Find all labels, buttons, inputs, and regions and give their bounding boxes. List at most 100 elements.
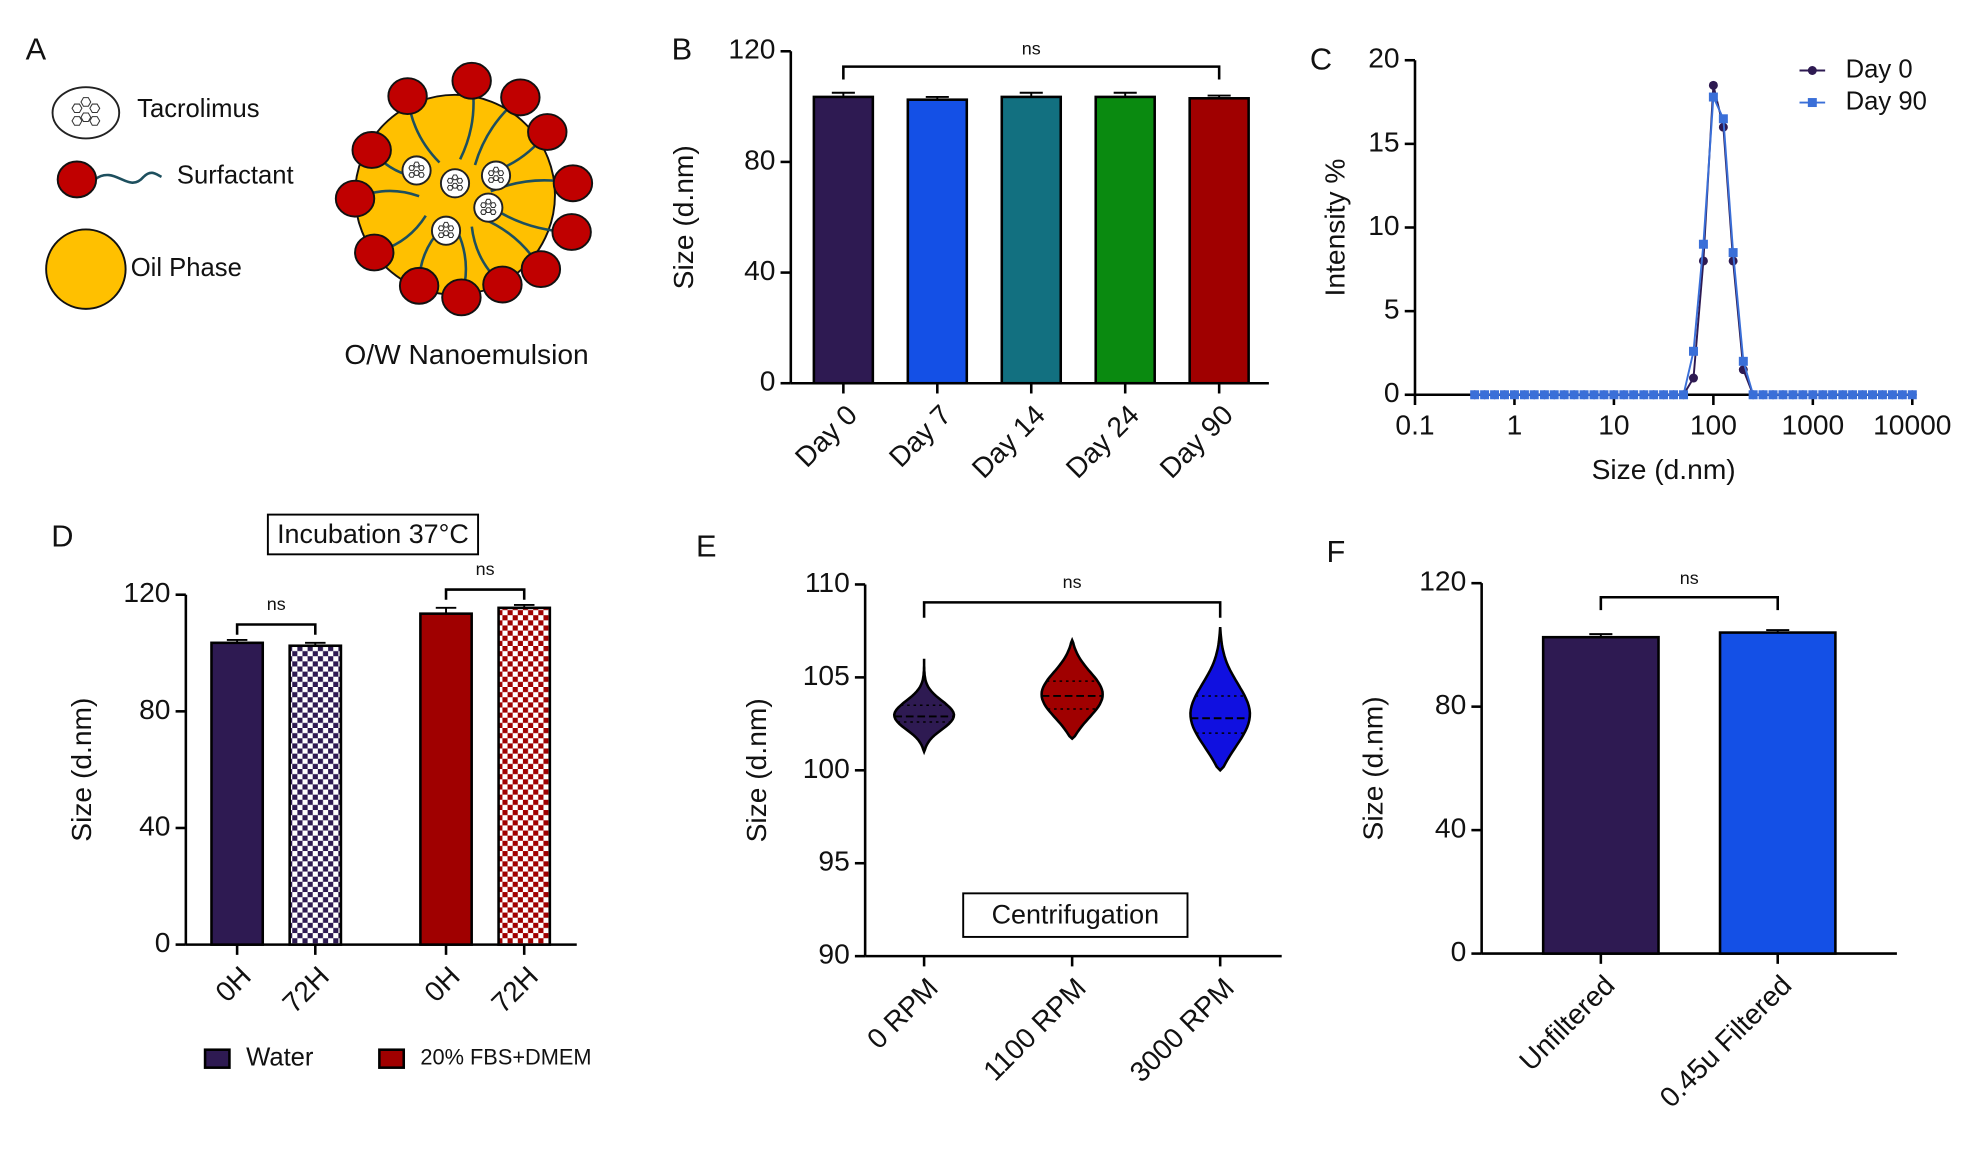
significance-bracket	[922, 601, 1222, 618]
marker	[1549, 390, 1559, 400]
diagram-label: O/W Nanoemulsion	[344, 338, 588, 370]
legend-marker	[1807, 66, 1817, 75]
x-tick-label: Day 24	[1059, 398, 1145, 484]
marker	[1679, 390, 1689, 400]
panel-label: B	[672, 31, 693, 66]
significance-bracket	[235, 623, 317, 635]
hexagon	[447, 232, 455, 239]
violin-body	[1189, 627, 1252, 773]
surfactant-head	[520, 250, 562, 289]
marker	[1659, 390, 1669, 400]
y-axis-label: Size (d.nm)	[740, 698, 772, 842]
hexagon	[418, 172, 425, 178]
hexagon	[492, 166, 500, 173]
x-tick-label: 10	[1598, 408, 1629, 440]
hexagon	[71, 116, 83, 126]
oil-phase	[45, 228, 127, 310]
hexagon	[451, 174, 459, 181]
bar	[419, 612, 473, 946]
legend-swatch	[203, 1048, 231, 1069]
marker	[1748, 390, 1758, 400]
marker	[1599, 390, 1609, 400]
bar	[1094, 95, 1156, 385]
marker	[1698, 239, 1708, 249]
marker	[1718, 114, 1728, 124]
marker	[1609, 390, 1619, 400]
marker	[1828, 390, 1838, 400]
y-tick-label: 20	[1368, 42, 1399, 74]
significance-label: ns	[1063, 572, 1082, 592]
bar	[1718, 631, 1837, 955]
hexagon	[456, 184, 464, 191]
surfactant-head	[354, 233, 395, 272]
surfactant-head	[527, 113, 568, 151]
hexagon	[413, 161, 420, 168]
marker	[1798, 390, 1808, 400]
marker	[1519, 390, 1529, 400]
hexagon	[451, 182, 459, 189]
marker	[1778, 390, 1788, 400]
y-tick-label: 80	[1435, 688, 1466, 720]
y-tick-label: 15	[1368, 125, 1399, 157]
significance-bracket	[444, 588, 526, 600]
hexagon	[413, 170, 420, 176]
hexagon	[418, 165, 425, 171]
marker	[1589, 390, 1599, 400]
hexagon	[489, 202, 497, 209]
legend-marker	[1807, 98, 1817, 108]
hexagon	[437, 232, 445, 239]
hexagon	[80, 112, 92, 123]
marker	[1848, 390, 1858, 400]
significance-label: ns	[476, 559, 495, 579]
y-tick-label: 110	[805, 566, 850, 598]
significance-label: ns	[1680, 568, 1699, 588]
hexagon	[489, 209, 497, 215]
y-tick-label: 105	[803, 659, 850, 691]
y-tick-label: 10	[1368, 209, 1399, 241]
marker	[1569, 390, 1579, 400]
x-tick-label: Day 90	[1153, 398, 1239, 484]
marker	[1480, 390, 1490, 400]
hexagon	[89, 103, 101, 114]
marker	[1708, 80, 1718, 90]
inset-box	[962, 892, 1189, 938]
marker	[1838, 390, 1848, 400]
inset-label: Incubation 37°C	[277, 519, 469, 549]
legend-label: Day 0	[1846, 55, 1913, 83]
y-axis-label: Size (d.nm)	[65, 698, 97, 842]
hexagon	[492, 175, 500, 181]
diagram-label: Tacrolimus	[137, 95, 259, 123]
marker	[1619, 390, 1629, 400]
hexagon	[442, 230, 450, 237]
y-axis-label: Intensity %	[1318, 159, 1350, 297]
legend-swatch	[378, 1048, 406, 1069]
violin-body	[892, 658, 956, 756]
marker	[1698, 256, 1708, 266]
marker	[1470, 390, 1480, 400]
panel-label: F	[1327, 534, 1346, 569]
y-tick-label: 90	[818, 938, 849, 970]
surfactant-head	[334, 179, 376, 218]
x-tick-label: 0H	[209, 960, 257, 1008]
significance-bracket	[1599, 595, 1779, 611]
hexagon	[447, 225, 455, 232]
y-tick-label: 120	[1419, 565, 1466, 597]
legend-label: 20% FBS+DMEM	[420, 1044, 591, 1069]
marker	[1579, 390, 1589, 400]
surfactant-head	[482, 265, 523, 304]
marker	[1669, 390, 1679, 400]
violin-body	[1040, 636, 1104, 741]
y-tick-label: 40	[744, 254, 775, 286]
y-tick-label: 80	[744, 143, 775, 175]
hexagon	[487, 177, 495, 183]
figure-root: A Tacrolimus Surfactant Oil Phase O/W Na…	[26, 31, 1952, 1113]
marker	[1559, 390, 1569, 400]
x-tick-label: 100	[1690, 408, 1737, 440]
marker	[1649, 390, 1659, 400]
hexagon	[480, 202, 487, 209]
marker	[1877, 390, 1887, 400]
hexagon	[408, 165, 415, 171]
y-tick-label: 40	[139, 809, 170, 841]
x-tick-label: 1100 RPM	[977, 971, 1092, 1086]
